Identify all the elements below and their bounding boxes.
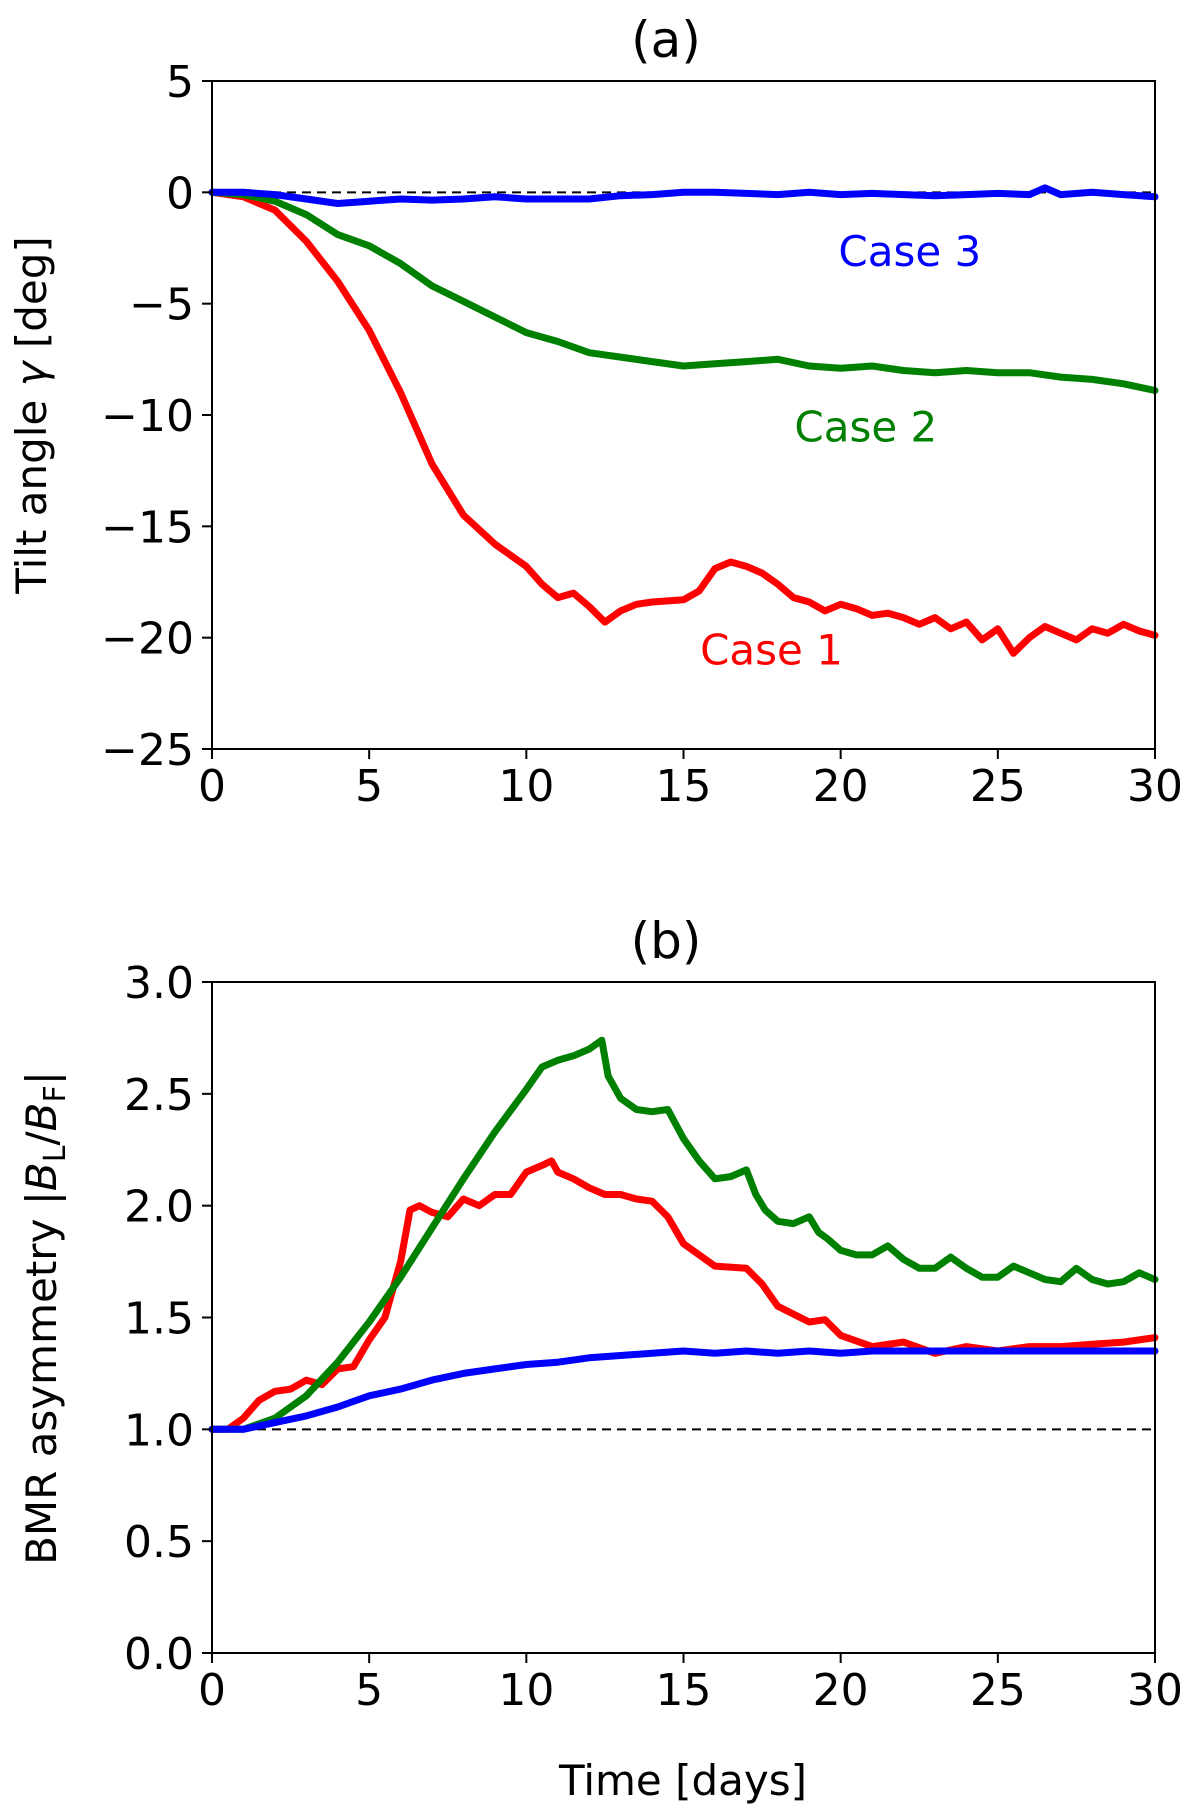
panel-b-ylabel: BMR asymmetry |BL/BF|: [17, 1071, 73, 1565]
panel-a-tilt-angle: (a) 0 5 10 15 20 25 30 5 0 −5 −10 −15 −20 −25 Case 3 C…: [7, 11, 1183, 812]
panel-a-series-case-1: [208, 188, 1159, 657]
panel-a-ytick-label: −10: [101, 391, 194, 442]
panel-a-xtick-label: 10: [498, 761, 554, 812]
panel-a-ytick-label: −15: [101, 502, 194, 553]
panel-b-series-case-3: [208, 1347, 1159, 1433]
panel-b-ytick-label: 0.5: [124, 1517, 194, 1568]
panel-a-ylabel-main: Tilt angle: [7, 386, 56, 594]
panel-b-ytick-label: 2.0: [124, 1182, 194, 1233]
panel-a-title: (a): [631, 11, 701, 69]
panel-b-ytick-label: 3.0: [124, 958, 194, 1009]
panel-b-ylabel-slash: /: [17, 1131, 66, 1146]
panel-a-ytick-label: 5: [166, 57, 194, 108]
panel-a-ytick-label: 0: [166, 168, 194, 219]
panel-b-xtick-label: 15: [656, 1665, 712, 1716]
panel-a-annotation-case-2: Case 2: [794, 403, 937, 452]
panel-b-ylabel-b1: B: [17, 1162, 66, 1191]
panel-b-ylabel-sub2: F: [38, 1085, 73, 1102]
panel-a-xtick-label: 20: [813, 761, 869, 812]
panel-b-xtick-label: 10: [498, 1665, 554, 1716]
panel-b-xtick-label: 25: [970, 1665, 1026, 1716]
panel-a-xtick-label: 0: [198, 761, 226, 812]
panel-a-ylabel: Tilt angle γ [deg]: [7, 236, 56, 595]
panel-b-ylabel-end: |: [17, 1071, 66, 1085]
panel-a-ytick-label: −20: [101, 614, 194, 665]
panel-b-ytick-label: 1.5: [124, 1294, 194, 1345]
panel-b-xlabel: Time [days]: [558, 1756, 807, 1805]
panel-b-xtick-label: 0: [198, 1665, 226, 1716]
panel-b-xtick-label: 20: [813, 1665, 869, 1716]
panel-b-ytick-label: 0.0: [124, 1629, 194, 1680]
panel-b-frame: [211, 981, 1156, 1654]
panel-a-xtick-label: 30: [1127, 761, 1183, 812]
panel-a-ylabel-symbol: γ: [7, 359, 56, 386]
panel-b-ytick-label: 2.5: [124, 1070, 194, 1121]
panel-a-annotation-case-3: Case 3: [838, 227, 981, 276]
panel-a-xtick-label: 15: [656, 761, 712, 812]
panel-b-title: (b): [631, 912, 702, 970]
panel-b-xtick-label: 5: [355, 1665, 383, 1716]
panel-b-bmr-asymmetry: (b) 0 5 10 15 20 25 30 3.0 2.5 2.0 1.5 1.0 0.5 0.0 Ti…: [17, 912, 1183, 1805]
panel-b-ylabel-b2: B: [17, 1103, 66, 1132]
panel-a-ytick-label: −25: [101, 725, 194, 776]
panel-a-annotation-case-1: Case 1: [700, 625, 843, 674]
panel-a-ylabel-unit: [deg]: [7, 236, 56, 361]
panel-a-series-case-2: [208, 188, 1159, 394]
panel-b-series-case-2: [208, 1036, 1159, 1433]
panel-b-xtick-label: 30: [1127, 1665, 1183, 1716]
panel-a-ytick-label: −5: [129, 280, 194, 331]
panel-b-series-case-1: [208, 1157, 1159, 1433]
panel-a-xtick-label: 25: [970, 761, 1026, 812]
panel-b-ylabel-sub1: L: [38, 1145, 73, 1162]
panel-a-series-case-3: [208, 184, 1159, 207]
panel-a-xtick-label: 5: [355, 761, 383, 812]
panel-b-ytick-label: 1.0: [124, 1405, 194, 1456]
panel-b-ylabel-main: BMR asymmetry |: [17, 1191, 66, 1565]
